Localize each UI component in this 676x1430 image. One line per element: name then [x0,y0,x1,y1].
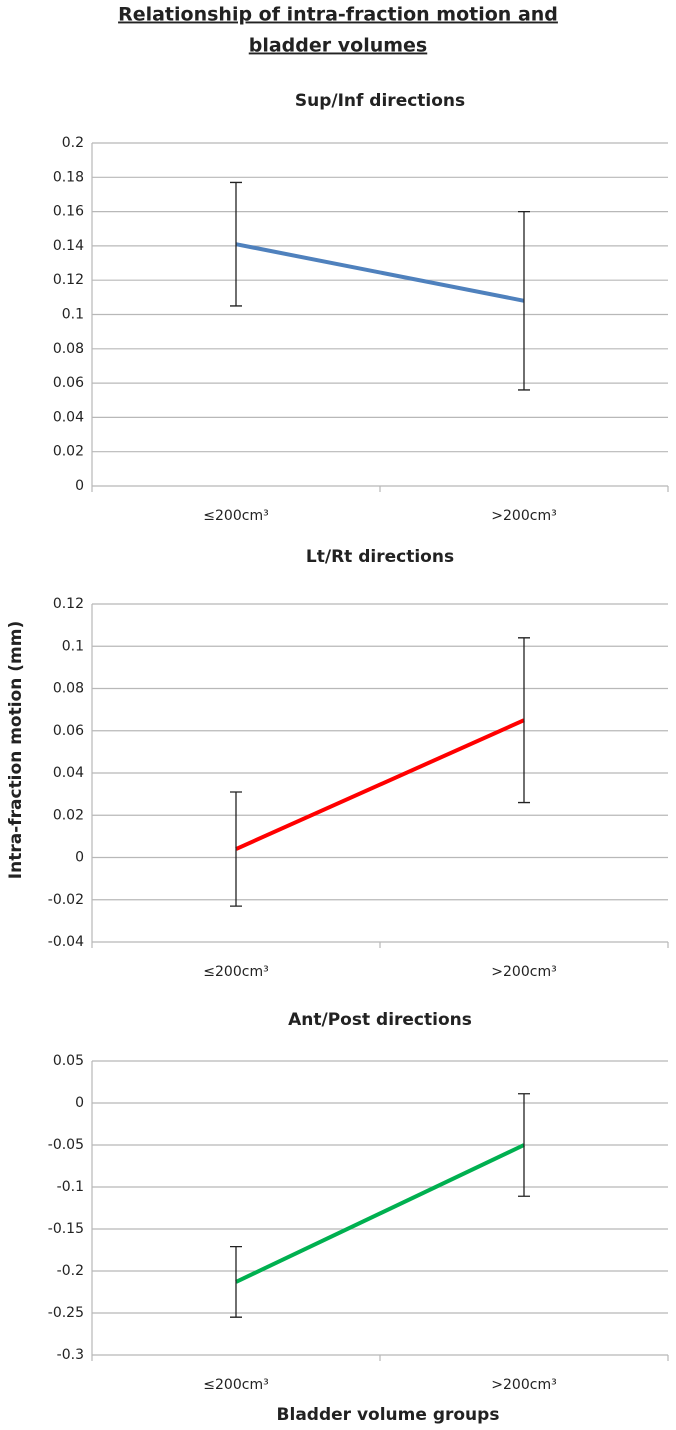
x-tick-label: >200cm³ [491,1377,556,1393]
y-tick-label: -0.3 [57,1347,84,1363]
chart-subtitle: Ant/Post directions [288,1010,472,1030]
y-tick-label: 0 [75,1095,84,1111]
y-tick-label: 0.08 [53,341,84,357]
series-line [235,718,525,851]
y-tick-label: 0.1 [62,307,84,323]
y-tick-label: 0.06 [53,375,84,391]
y-tick-label: 0.1 [62,638,84,654]
y-tick-label: 0.18 [53,169,84,185]
y-tick-label: 0.02 [53,807,84,823]
y-tick-label: 0.12 [53,272,84,288]
y-axis-label: Intra-fraction motion (mm) [6,621,26,879]
chart-subtitle: Lt/Rt directions [306,547,454,567]
error-bar [230,1245,242,1318]
y-tick-label: 0.05 [53,1053,84,1069]
figure-title: Relationship of intra-fraction motion an… [118,4,558,26]
figure-title: bladder volumes [249,35,427,57]
y-tick-label: 0.2 [62,135,84,151]
x-tick-label: ≤200cm³ [203,1377,268,1393]
y-tick-label: 0 [75,850,84,866]
y-tick-label: -0.25 [48,1305,84,1321]
chart-subtitle: Sup/Inf directions [295,91,465,111]
error-bar [230,181,242,307]
y-tick-label: 0.16 [53,204,84,220]
y-tick-label: 0.04 [53,409,84,425]
y-tick-label: 0.02 [53,444,84,460]
y-tick-label: 0.06 [53,723,84,739]
error-bar [518,637,530,804]
y-tick-label: -0.02 [48,892,84,908]
error-bar [518,1093,530,1197]
x-tick-label: ≤200cm³ [203,508,268,524]
series-line [235,1143,525,1284]
y-tick-label: -0.15 [48,1221,84,1237]
error-bar [518,210,530,391]
y-tick-label: 0.04 [53,765,84,781]
x-axis-label: Bladder volume groups [277,1405,500,1425]
y-tick-label: -0.05 [48,1137,84,1153]
x-tick-label: >200cm³ [491,964,556,980]
y-tick-label: 0.12 [53,596,84,612]
y-tick-label: -0.1 [57,1179,84,1195]
y-tick-label: 0.08 [53,681,84,697]
x-tick-label: ≤200cm³ [203,964,268,980]
y-tick-label: 0.14 [53,238,84,254]
error-bar [230,791,242,907]
series-line [235,242,525,303]
x-tick-label: >200cm³ [491,508,556,524]
y-tick-label: 0 [75,478,84,494]
y-tick-label: -0.2 [57,1263,84,1279]
y-tick-label: -0.04 [48,934,84,950]
